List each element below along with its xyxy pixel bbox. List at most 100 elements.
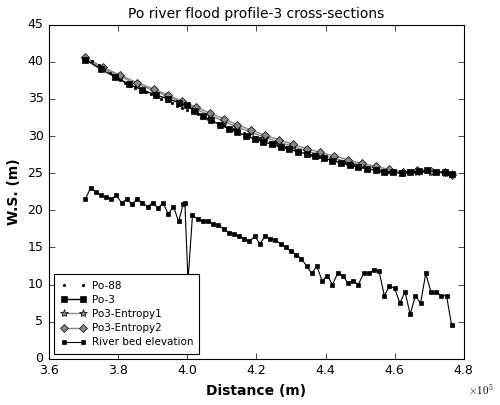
- Text: $\times 10^5$: $\times 10^5$: [468, 382, 493, 397]
- Po-3: [304, 151, 310, 156]
- Po-3: [243, 134, 249, 139]
- Po3-Entropy1: [400, 170, 406, 175]
- Po3-Entropy2: [331, 153, 337, 158]
- Po3-Entropy2: [166, 93, 172, 98]
- Po-3: [166, 96, 172, 101]
- Po-3: [346, 162, 352, 167]
- Po3-Entropy2: [179, 99, 185, 104]
- Po3-Entropy1: [193, 107, 199, 112]
- Po3-Entropy2: [428, 168, 434, 173]
- Po-3: [433, 169, 439, 174]
- Po-88: [316, 154, 322, 159]
- Po3-Entropy1: [331, 156, 337, 161]
- Po3-Entropy2: [234, 122, 240, 127]
- Po-3: [295, 149, 301, 154]
- Line: Po-88: Po-88: [83, 55, 452, 177]
- Po-3: [217, 122, 223, 127]
- Po3-Entropy2: [193, 104, 199, 109]
- Po-3: [448, 171, 454, 176]
- Line: Po3-Entropy1: Po3-Entropy1: [81, 55, 456, 178]
- Po3-Entropy2: [290, 142, 296, 147]
- X-axis label: Distance (m): Distance (m): [206, 384, 306, 399]
- Po3-Entropy2: [386, 167, 392, 172]
- Po-3: [252, 136, 258, 141]
- Po-3: [372, 168, 378, 173]
- Po-3: [184, 102, 190, 107]
- River bed elevation: [392, 286, 398, 291]
- Po3-Entropy2: [248, 128, 254, 132]
- Po-3: [356, 165, 362, 170]
- Po3-Entropy2: [400, 169, 406, 174]
- Po-88: [447, 172, 453, 177]
- River bed elevation: [402, 290, 408, 294]
- Po-3: [338, 160, 344, 165]
- Po-3: [382, 169, 388, 174]
- Po3-Entropy2: [117, 72, 123, 77]
- Po3-Entropy1: [304, 149, 310, 153]
- Po3-Entropy1: [220, 119, 226, 124]
- Po3-Entropy2: [276, 137, 282, 142]
- Po3-Entropy1: [448, 171, 454, 176]
- Po3-Entropy1: [262, 135, 268, 140]
- Po-3: [260, 140, 266, 145]
- Po-88: [236, 128, 242, 133]
- Po3-Entropy1: [318, 152, 324, 157]
- Po3-Entropy2: [442, 170, 448, 175]
- Po3-Entropy1: [359, 162, 365, 167]
- Po3-Entropy1: [386, 168, 392, 173]
- Po-3: [407, 170, 413, 175]
- River bed elevation: [418, 301, 424, 305]
- Po3-Entropy1: [345, 160, 351, 164]
- Po3-Entropy1: [248, 130, 254, 135]
- River bed elevation: [267, 236, 273, 241]
- Po3-Entropy1: [117, 74, 123, 79]
- Po3-Entropy2: [448, 172, 454, 177]
- Po-3: [286, 147, 292, 152]
- Po-3: [269, 142, 275, 147]
- Po-88: [440, 171, 446, 176]
- Po-3: [424, 168, 430, 173]
- Po3-Entropy2: [345, 158, 351, 162]
- Po-3: [98, 67, 104, 72]
- Po-3: [321, 156, 327, 161]
- Line: Po3-Entropy2: Po3-Entropy2: [82, 55, 454, 177]
- Legend: Po-88, Po-3, Po3-Entropy1, Po3-Entropy2, River bed elevation: Po-88, Po-3, Po3-Entropy1, Po3-Entropy2,…: [54, 275, 200, 354]
- Po-3: [126, 81, 132, 86]
- Po-88: [82, 55, 88, 60]
- Line: River bed elevation: River bed elevation: [83, 185, 454, 328]
- Po-3: [82, 57, 88, 62]
- Po-3: [176, 100, 182, 105]
- Po3-Entropy1: [290, 144, 296, 149]
- Po3-Entropy2: [100, 64, 105, 69]
- Po3-Entropy2: [262, 133, 268, 138]
- Po3-Entropy1: [100, 66, 105, 71]
- Po-3: [364, 166, 370, 171]
- Po3-Entropy2: [414, 168, 420, 173]
- Po-3: [416, 168, 422, 173]
- Po-3: [140, 87, 145, 92]
- Po-3: [208, 118, 214, 123]
- Po3-Entropy1: [179, 100, 185, 105]
- Po3-Entropy1: [166, 94, 172, 99]
- River bed elevation: [205, 219, 211, 224]
- River bed elevation: [448, 323, 454, 328]
- Y-axis label: W.S. (m): W.S. (m): [6, 158, 20, 225]
- Po3-Entropy2: [207, 111, 213, 115]
- Po-88: [174, 103, 180, 108]
- Po3-Entropy1: [442, 171, 448, 176]
- Po3-Entropy2: [152, 87, 158, 92]
- Po-3: [330, 158, 336, 163]
- River bed elevation: [82, 197, 88, 202]
- Po3-Entropy2: [220, 117, 226, 121]
- Po-3: [200, 113, 206, 118]
- Po-3: [312, 153, 318, 158]
- Title: Po river flood profile-3 cross-sections: Po river flood profile-3 cross-sections: [128, 6, 384, 21]
- Po-3: [390, 170, 396, 175]
- Po-3: [226, 126, 232, 131]
- Po3-Entropy1: [152, 88, 158, 93]
- Po3-Entropy2: [82, 55, 88, 60]
- Po3-Entropy1: [234, 125, 240, 130]
- Po-3: [398, 171, 404, 176]
- Line: Po-3: Po-3: [82, 57, 454, 177]
- Po3-Entropy1: [276, 140, 282, 145]
